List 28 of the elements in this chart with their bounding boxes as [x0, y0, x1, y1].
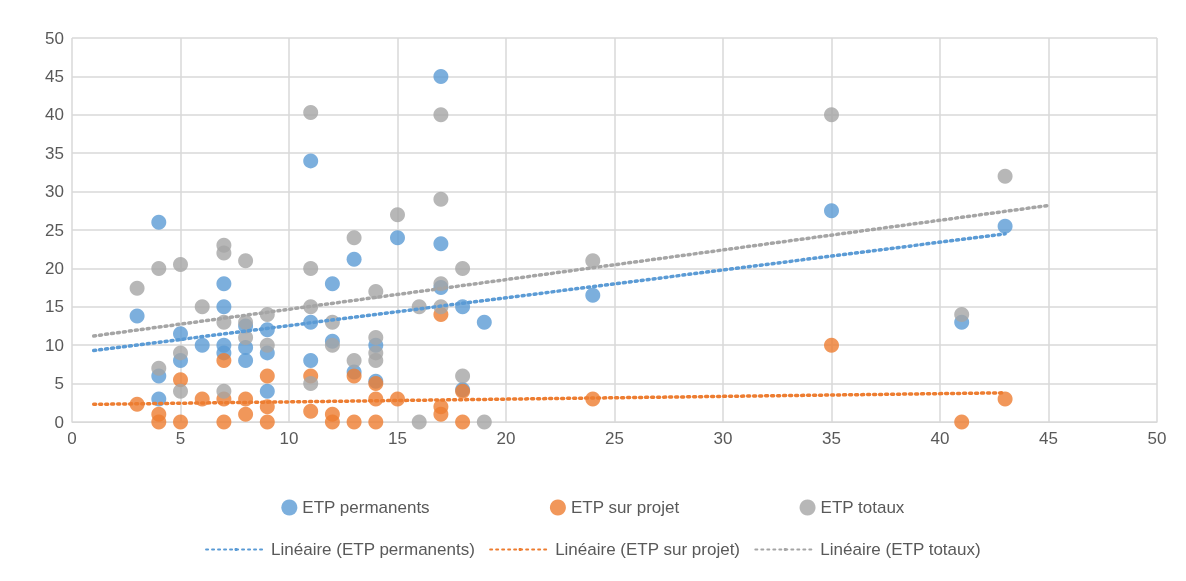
y-tick-label: 0 [54, 412, 64, 432]
y-tick-label: 30 [45, 182, 64, 202]
y-tick-label: 15 [45, 297, 64, 317]
x-tick-label: 25 [605, 429, 624, 448]
x-tick-label: 50 [1147, 429, 1167, 448]
y-tick-label: 10 [45, 335, 64, 355]
x-tick-label: 10 [279, 429, 299, 448]
x-tick-label: 20 [496, 429, 516, 448]
y-tick-label: 20 [45, 258, 64, 278]
legend-label: Linéaire (ETP totaux) [820, 540, 981, 559]
y-tick-label: 40 [45, 105, 64, 125]
x-tick-label: 40 [930, 429, 950, 448]
y-tick-label: 50 [45, 28, 64, 48]
legend-label: Linéaire (ETP sur projet) [555, 540, 741, 559]
y-tick-label: 25 [45, 220, 64, 240]
x-tick-label: 0 [67, 429, 77, 448]
y-tick-label: 35 [45, 143, 64, 163]
x-tick-label: 45 [1039, 429, 1058, 448]
y-tick-label: 5 [54, 374, 64, 394]
x-tick-label: 30 [713, 429, 733, 448]
x-tick-label: 35 [822, 429, 841, 448]
legend-label: ETP permanents [302, 498, 430, 517]
y-tick-label: 45 [45, 66, 64, 86]
legend-label: Linéaire (ETP permanents) [271, 540, 475, 559]
x-tick-label: 15 [388, 429, 407, 448]
legend-label: ETP sur projet [570, 498, 680, 517]
legend-label: ETP totaux [820, 498, 905, 517]
x-tick-label: 5 [175, 429, 186, 448]
